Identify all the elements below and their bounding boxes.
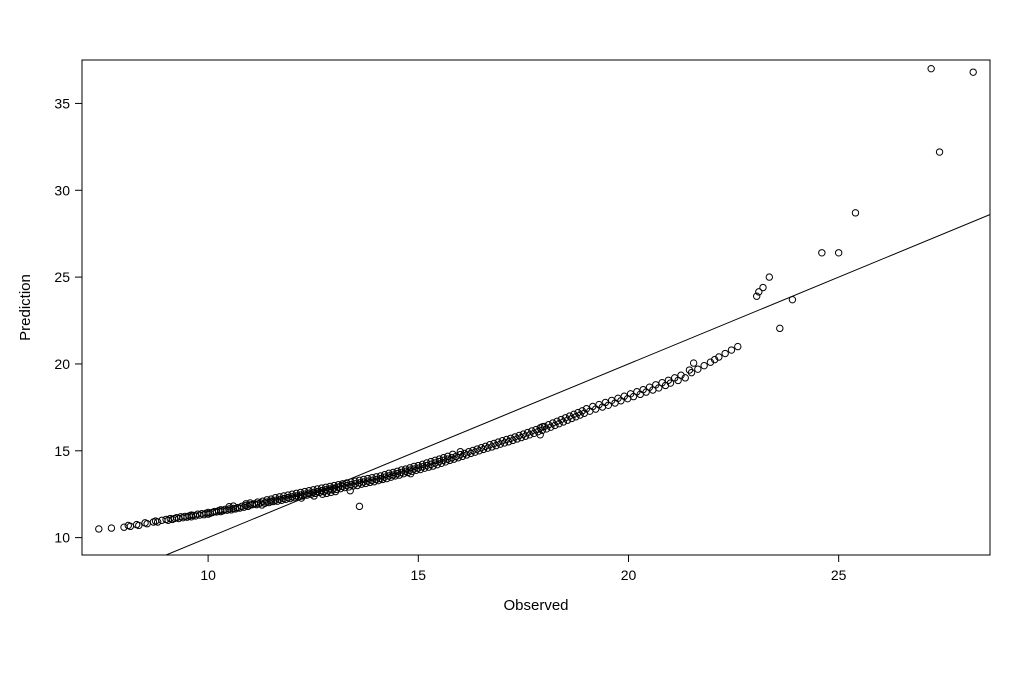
data-point — [789, 296, 795, 302]
y-axis-label: Prediction — [17, 274, 34, 341]
data-point — [928, 65, 934, 71]
data-point — [108, 525, 114, 531]
data-point — [127, 523, 133, 529]
x-tick-label: 10 — [200, 567, 216, 583]
data-point — [144, 521, 150, 527]
data-point — [970, 69, 976, 75]
data-point — [728, 347, 734, 353]
x-axis-label: Observed — [503, 597, 568, 614]
data-point — [722, 350, 728, 356]
data-point — [766, 274, 772, 280]
data-point — [96, 526, 102, 532]
data-point — [695, 366, 701, 372]
chart-svg: 10 15 20 25 10 15 20 25 30 35 Observed Prediction — [0, 0, 1024, 677]
scatter-chart: 10 15 20 25 10 15 20 25 30 35 Observed Prediction — [0, 0, 1024, 677]
data-point — [777, 325, 783, 331]
y-tick-label: 30 — [54, 182, 70, 198]
data-point — [356, 503, 362, 509]
y-tick-label: 35 — [54, 95, 70, 111]
data-point — [136, 522, 142, 528]
data-point — [701, 362, 707, 368]
x-tick-label: 25 — [831, 567, 847, 583]
data-point — [690, 360, 696, 366]
x-tick-label: 20 — [621, 567, 637, 583]
data-point — [936, 149, 942, 155]
x-tick-label: 15 — [411, 567, 427, 583]
y-tick-label: 20 — [54, 356, 70, 372]
data-point — [819, 250, 825, 256]
plot-frame — [82, 60, 990, 555]
data-point — [735, 343, 741, 349]
data-point — [760, 284, 766, 290]
identity-line — [166, 209, 1003, 555]
data-point — [835, 250, 841, 256]
y-tick-label: 25 — [54, 269, 70, 285]
data-point — [852, 210, 858, 216]
data-point — [154, 519, 160, 525]
y-tick-label: 10 — [54, 530, 70, 546]
y-tick-label: 15 — [54, 443, 70, 459]
data-point — [121, 524, 127, 530]
